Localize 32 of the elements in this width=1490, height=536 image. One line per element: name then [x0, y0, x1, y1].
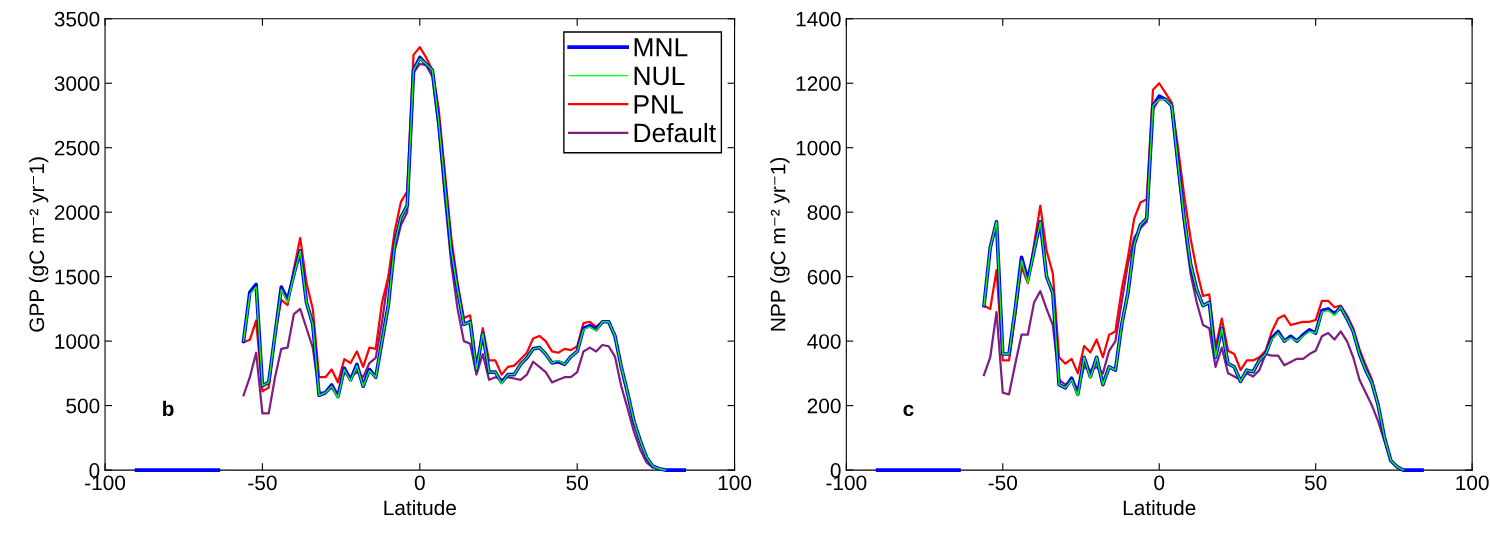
x-tick-label: -50 — [248, 475, 277, 491]
y-tick-label: 3500 — [54, 11, 100, 27]
y-tick-label: 400 — [807, 334, 841, 349]
x-axis-title: Latitude — [384, 499, 456, 516]
legend-label: PNL — [634, 95, 683, 114]
y-tick-label: 1500 — [55, 269, 100, 285]
y-tick-label: 200 — [807, 398, 841, 414]
annotation: b — [163, 400, 174, 417]
y-tick-label: 500 — [66, 398, 100, 414]
x-tick-label: 50 — [1304, 475, 1327, 491]
legend-label: NUL — [634, 66, 685, 86]
y-axis-title: NPP (gC m⁻² yr⁻1) — [770, 157, 790, 331]
x-tick-label: -50 — [988, 475, 1018, 491]
x-tick-label: 50 — [566, 475, 588, 491]
y-tick-label: 1400 — [796, 11, 841, 27]
y-tick-label: 600 — [807, 269, 841, 285]
legend-label: Default — [634, 122, 716, 143]
x-tick-label: 100 — [1456, 475, 1489, 491]
y-tick-label: 2000 — [54, 205, 100, 220]
y-tick-label: 1000 — [796, 140, 841, 156]
y-axis-title: GPP (gC m⁻² yr⁻1) — [28, 157, 49, 332]
y-tick-label: 2500 — [54, 140, 100, 156]
legend-label: MNL — [634, 38, 688, 57]
x-tick-label: 0 — [414, 475, 425, 491]
annotation: c — [903, 404, 914, 417]
y-tick-label: 3000 — [54, 76, 100, 91]
y-tick-label: 1200 — [796, 76, 841, 91]
y-tick-label: 1000 — [55, 334, 100, 349]
x-tick-label: 100 — [718, 475, 752, 491]
y-tick-label: 800 — [807, 205, 841, 220]
x-tick-label: 0 — [1154, 475, 1165, 491]
x-axis-title: Latitude — [1123, 499, 1196, 516]
